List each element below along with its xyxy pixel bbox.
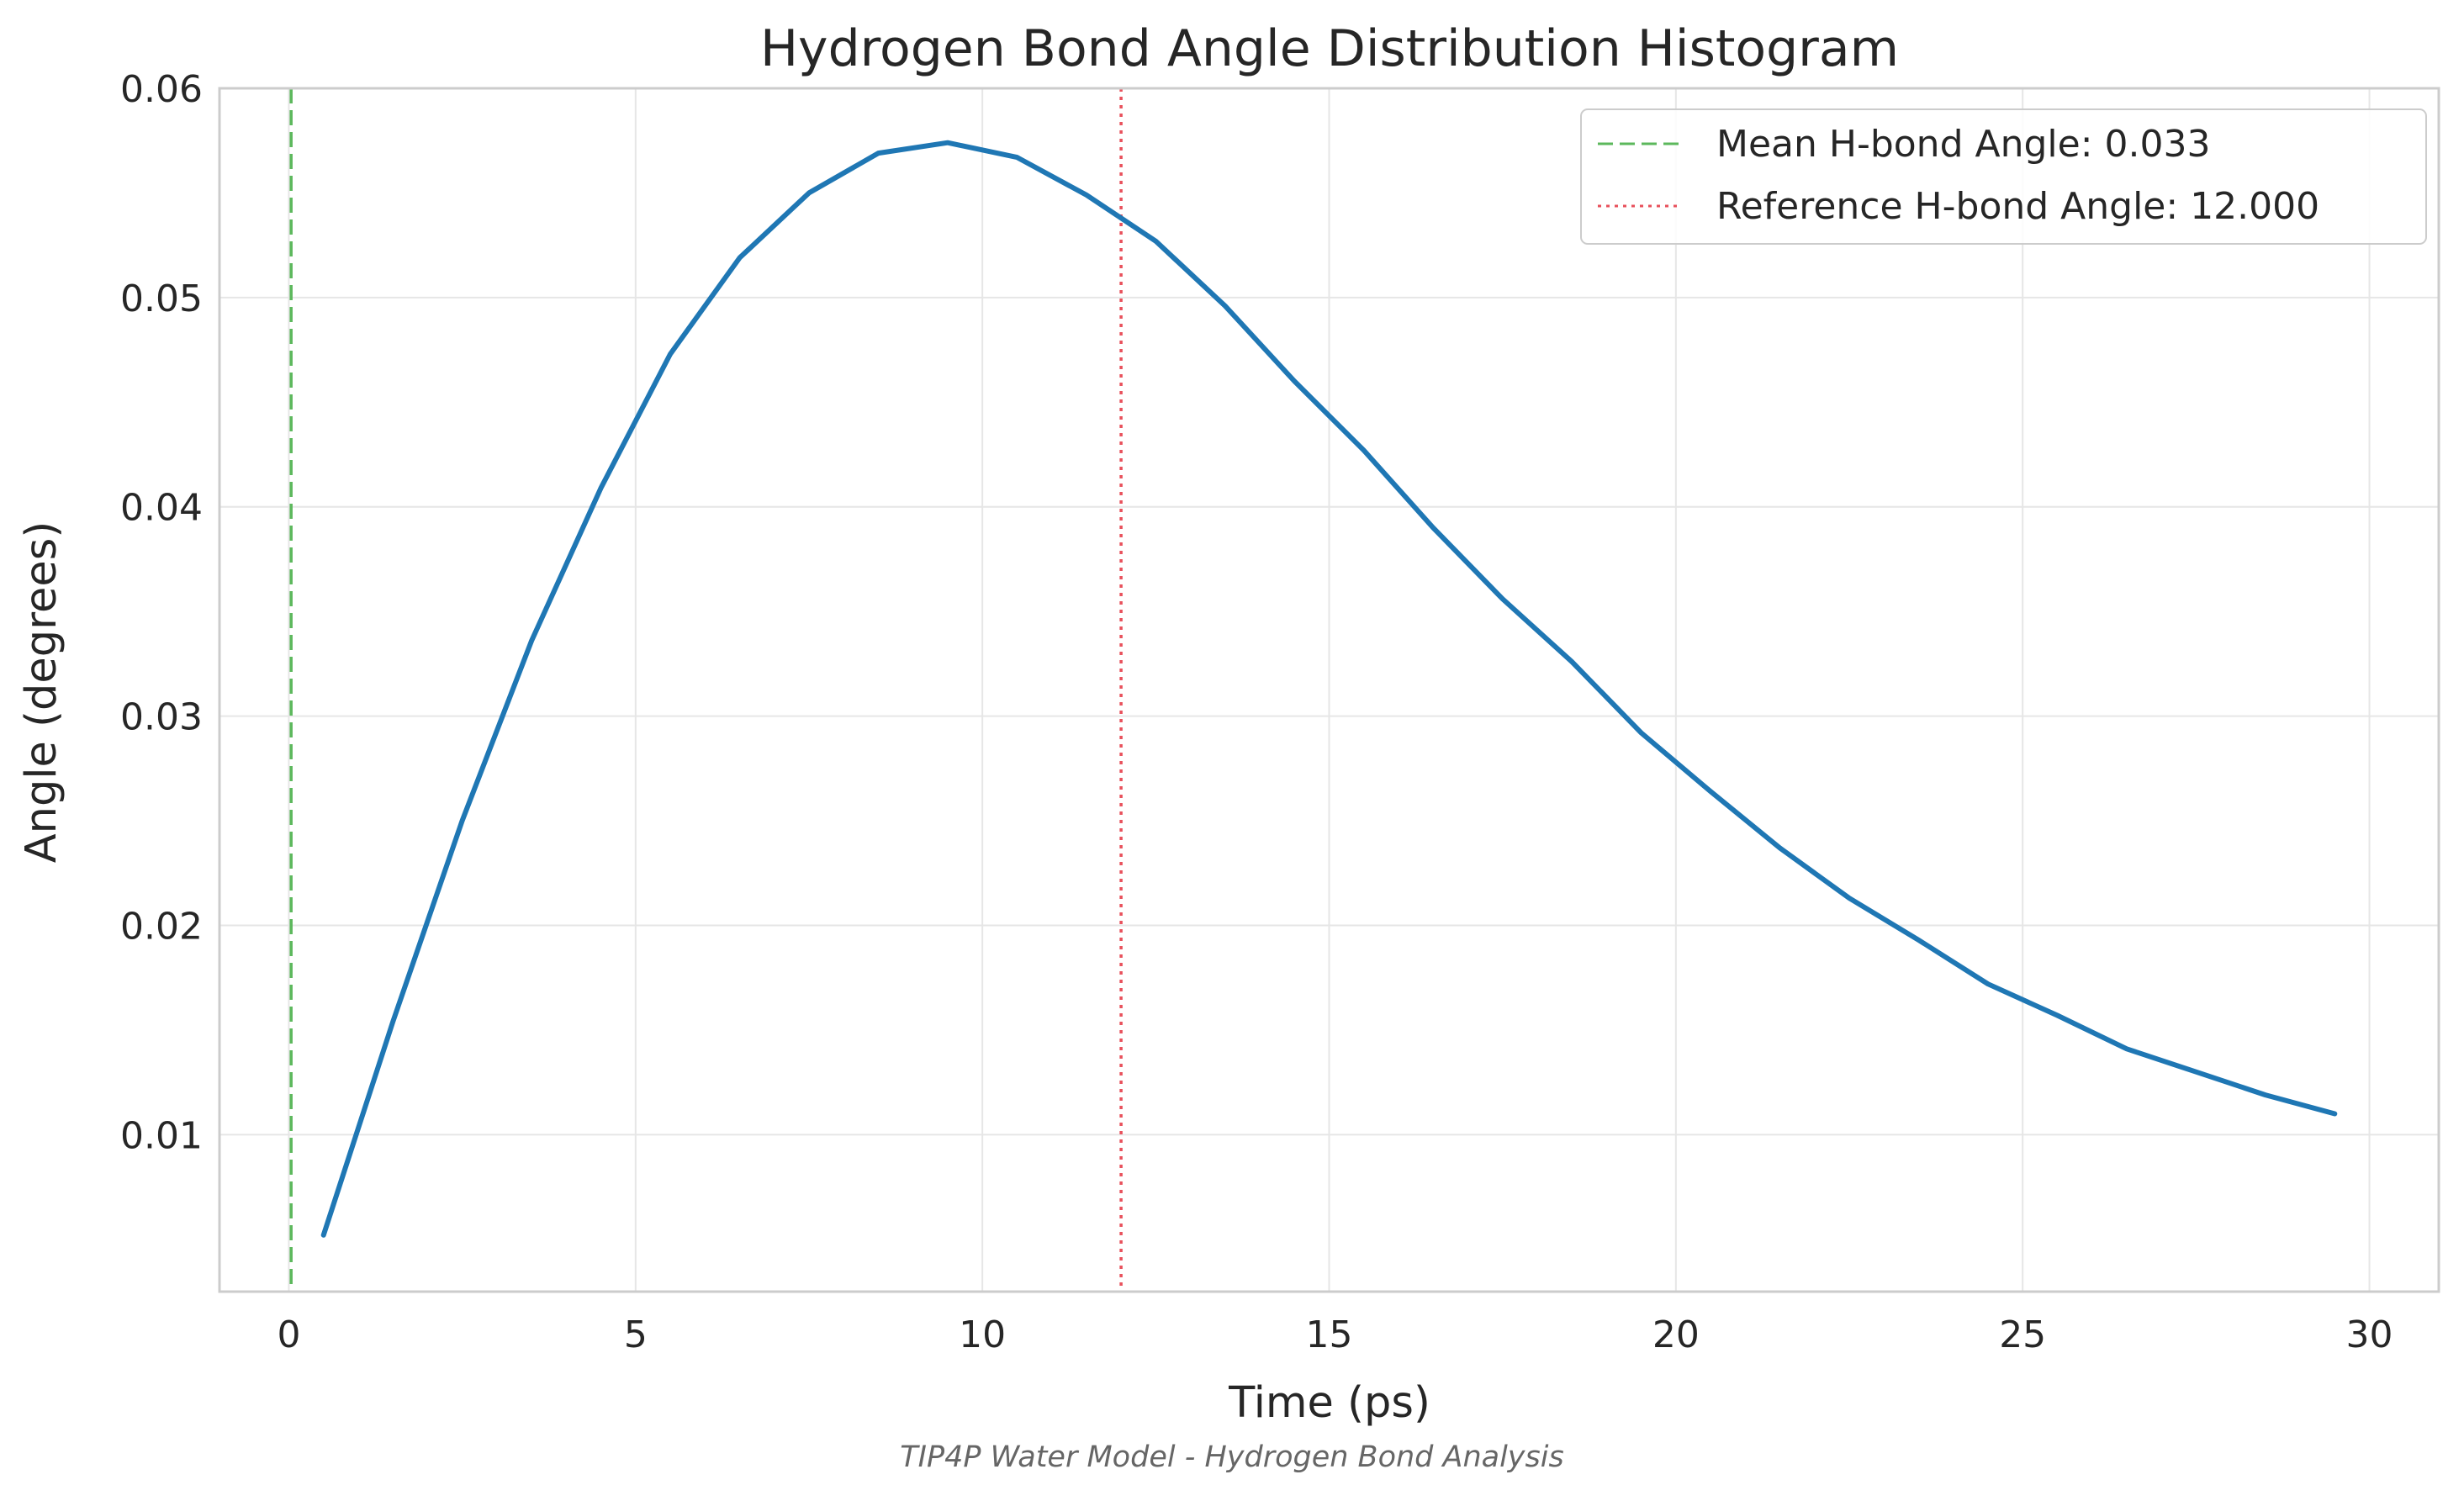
legend-label-mean: Mean H-bond Angle: 0.033 xyxy=(1716,123,2210,166)
x-tick-label: 20 xyxy=(1652,1313,1700,1356)
y-tick-label: 0.01 xyxy=(120,1114,203,1157)
x-tick-label: 25 xyxy=(1999,1313,2046,1356)
y-axis-ticks: 0.01 0.02 0.03 0.04 0.05 0.06 xyxy=(120,68,203,1157)
grid xyxy=(219,87,2439,1292)
chart-subtitle: TIP4P Water Model - Hydrogen Bond Analys… xyxy=(900,1440,1563,1474)
x-tick-label: 30 xyxy=(2346,1313,2393,1356)
x-tick-label: 15 xyxy=(1306,1313,1353,1356)
y-tick-label: 0.03 xyxy=(120,696,203,739)
legend: Mean H-bond Angle: 0.033 Reference H-bon… xyxy=(1580,108,2427,245)
series-line xyxy=(320,140,2338,1238)
y-tick-label: 0.04 xyxy=(120,487,203,530)
y-tick-label: 0.06 xyxy=(120,68,203,111)
x-tick-label: 0 xyxy=(277,1313,300,1356)
x-axis-label: Time (ps) xyxy=(1228,1378,1430,1428)
legend-label-reference: Reference H-bond Angle: 12.000 xyxy=(1716,185,2319,228)
chart-title: Hydrogen Bond Angle Distribution Histogr… xyxy=(760,19,1899,78)
x-tick-label: 10 xyxy=(959,1313,1006,1356)
series-layer xyxy=(320,140,2338,1238)
x-tick-label: 5 xyxy=(624,1313,648,1356)
y-tick-label: 0.02 xyxy=(120,905,203,948)
y-tick-label: 0.05 xyxy=(120,277,203,320)
reference-lines xyxy=(289,88,1123,1292)
x-axis-ticks: 0 5 10 15 20 25 30 xyxy=(277,1313,2393,1356)
plot-frame xyxy=(218,87,2440,1293)
y-axis-label: Angle (degrees) xyxy=(17,521,66,863)
legend-box xyxy=(1580,108,2427,245)
